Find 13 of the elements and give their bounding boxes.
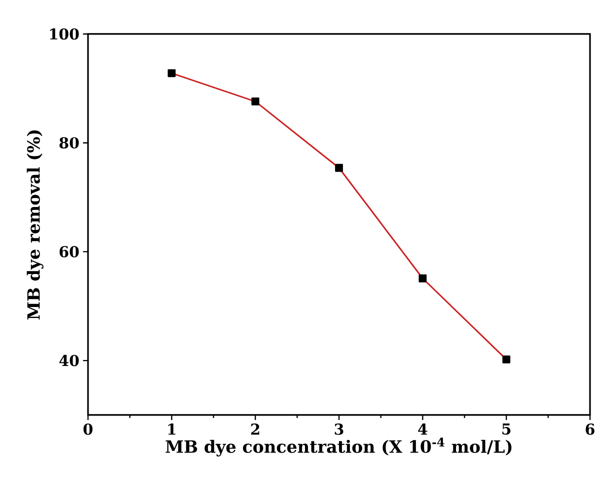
y-tick-label: 100: [50, 28, 79, 40]
x-axis-title: MB dye concentration (X 10$^{-4}$ mol/L): [166, 438, 512, 456]
y-axis-title: MB dye removal (%): [26, 130, 44, 320]
x-tick-label: 0: [84, 424, 92, 435]
x-tick-label: 4: [418, 424, 428, 435]
x-tick-label: 1: [168, 424, 176, 435]
x-tick-label: 2: [251, 424, 260, 435]
x-tick-label: 3: [334, 424, 344, 435]
y-tick-label: 60: [60, 246, 79, 258]
y-tick-label: 40: [59, 354, 79, 366]
x-tick-label: 6: [586, 424, 594, 435]
y-tick-label: 80: [59, 137, 79, 148]
x-tick-label: 5: [502, 424, 510, 435]
